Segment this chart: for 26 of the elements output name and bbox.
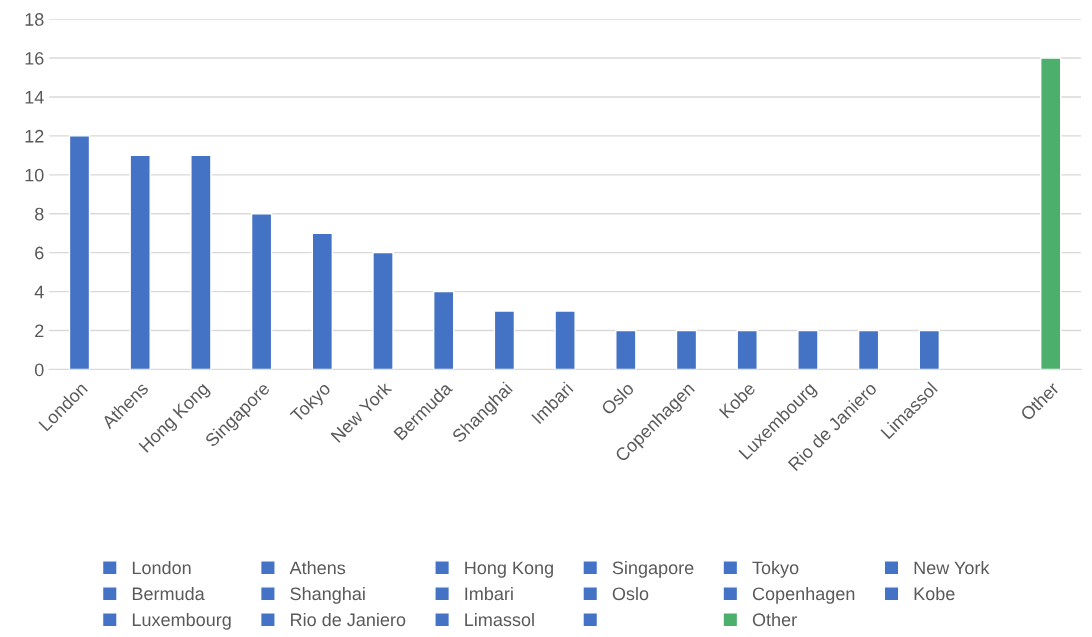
legend-label: Other [752,612,797,627]
legend-label: Kobe [914,586,955,601]
y-tick-label: 18 [25,13,44,26]
legend-label: Copenhagen [752,586,855,604]
legend-label: Singapore [612,560,694,578]
y-tick-label: 8 [35,207,44,221]
y-tick-label: 16 [25,51,44,65]
y-tick-label: 2 [35,324,44,338]
legend-label: Hong Kong [465,561,553,578]
y-tick-label: 14 [25,91,44,104]
legend-label: London [132,560,191,575]
legend-label: Athens [289,560,346,575]
legend-label: Limassol [465,612,534,627]
legend-label: Tokyo [752,560,799,578]
legend-label: Luxembourg [132,612,231,630]
y-tick-label: 6 [35,246,44,260]
legend-label: Shanghai [290,586,365,604]
legend-label: Rio de Janiero [291,612,406,627]
y-tick-label: 10 [25,168,44,182]
y-tick-label: 12 [25,129,44,143]
y-tick-label: 0 [34,363,44,377]
legend-label: Bermuda [132,586,205,601]
legend-label: Imbari [465,586,513,601]
legend-label: Oslo [612,586,649,601]
legend-label: New York [914,560,990,575]
y-tick-label: 4 [34,285,44,299]
